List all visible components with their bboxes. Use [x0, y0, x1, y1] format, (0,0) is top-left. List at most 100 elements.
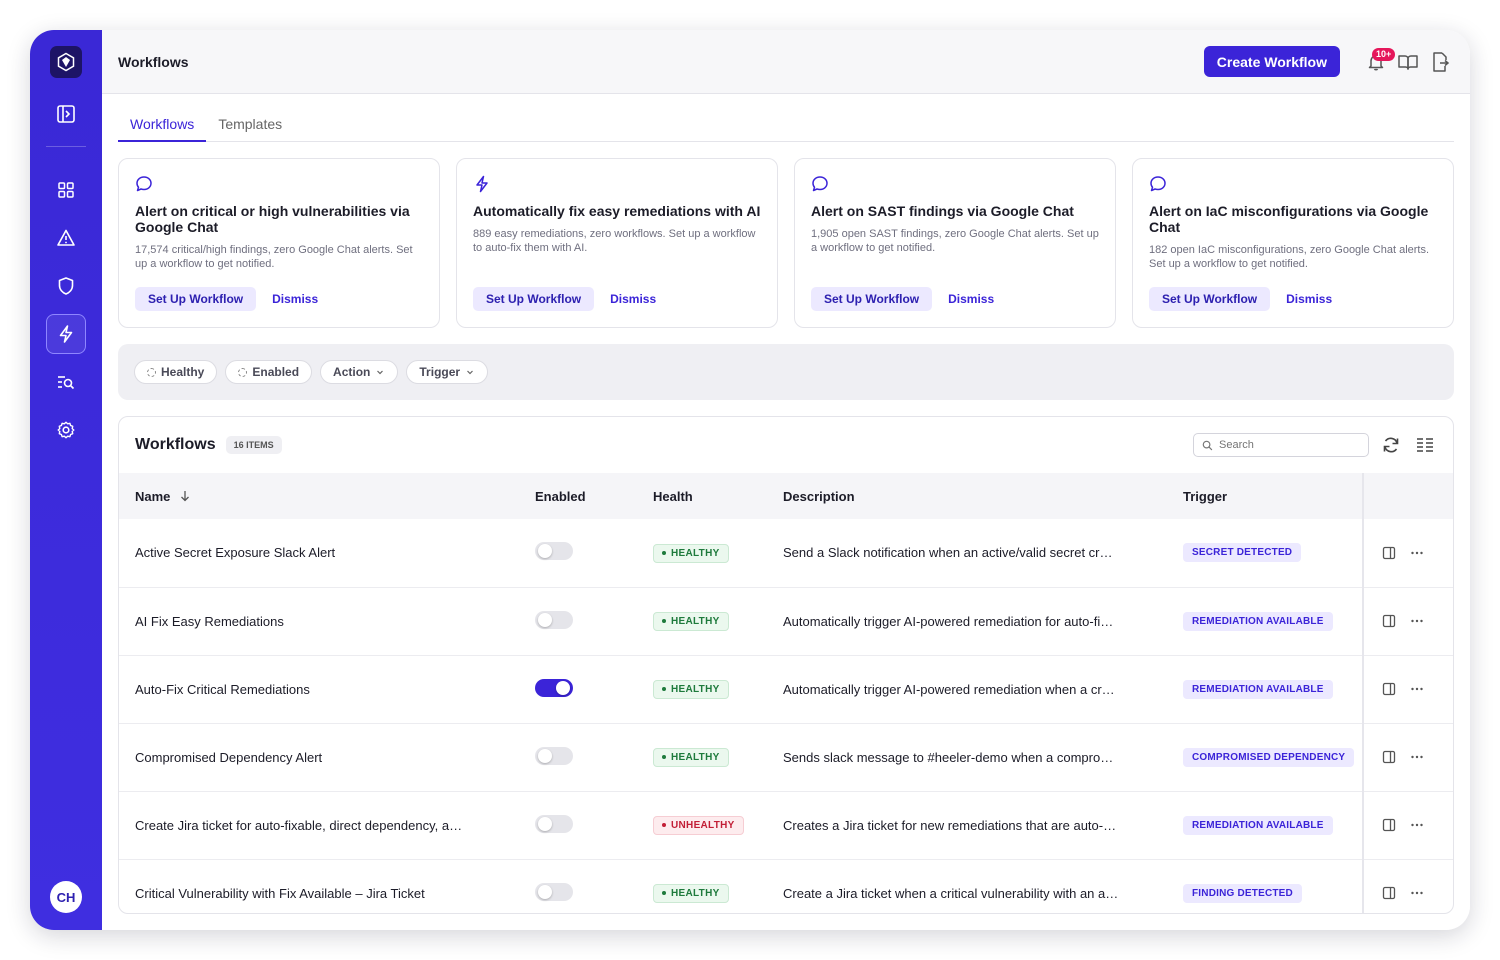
table-row[interactable]: Create Jira ticket for auto-fixable, dir…: [119, 791, 1453, 859]
sidebar-item-security[interactable]: [46, 266, 86, 306]
sidebar: CH: [30, 30, 102, 930]
more-options-icon[interactable]: [1410, 818, 1424, 832]
create-workflow-button[interactable]: Create Workflow: [1203, 46, 1340, 77]
sidebar-item-alerts[interactable]: [46, 218, 86, 258]
table-title: Workflows: [135, 436, 216, 453]
more-options-icon[interactable]: [1410, 682, 1424, 696]
enabled-toggle[interactable]: [535, 814, 573, 833]
filter-trigger[interactable]: Trigger: [406, 360, 489, 384]
gear-icon: [57, 421, 75, 439]
workflow-name[interactable]: Critical Vulnerability with Fix Availabl…: [135, 885, 425, 901]
table-row[interactable]: Active Secret Exposure Slack Alert HEALT…: [119, 519, 1453, 587]
dashboard-icon: [58, 182, 74, 198]
health-cell: HEALTHY: [637, 519, 767, 587]
chat-icon: [811, 175, 1099, 197]
panel-open-icon[interactable]: [1382, 614, 1396, 628]
status-circle-icon: [238, 367, 248, 377]
search-input[interactable]: [1219, 439, 1359, 451]
dismiss-link[interactable]: Dismiss: [1286, 292, 1333, 306]
trigger-cell: REMEDIATION AVAILABLE: [1167, 655, 1363, 723]
more-options-icon[interactable]: [1410, 614, 1424, 628]
card-title: Automatically fix easy remediations with…: [473, 203, 761, 219]
panel-open-icon[interactable]: [1382, 886, 1396, 900]
health-badge: UNHEALTHY: [653, 815, 744, 835]
app-logo[interactable]: [50, 46, 82, 78]
workflow-name[interactable]: Create Jira ticket for auto-fixable, dir…: [135, 817, 463, 833]
workflow-name[interactable]: Auto-Fix Critical Remediations: [135, 681, 310, 697]
suggestion-card: Alert on SAST findings via Google Chat 1…: [794, 158, 1116, 328]
setup-workflow-button[interactable]: Set Up Workflow: [811, 287, 933, 311]
health-label: HEALTHY: [671, 683, 720, 695]
enabled-toggle[interactable]: [535, 678, 573, 697]
enabled-toggle[interactable]: [535, 746, 573, 765]
table-row[interactable]: AI Fix Easy Remediations HEALTHY Automat…: [119, 587, 1453, 655]
docs-button[interactable]: [1394, 48, 1422, 76]
tab-templates[interactable]: Templates: [218, 116, 283, 132]
panel-open-icon[interactable]: [1382, 682, 1396, 696]
enabled-toggle[interactable]: [535, 882, 573, 901]
search-list-icon: [58, 376, 75, 390]
more-options-icon[interactable]: [1410, 750, 1424, 764]
setup-workflow-button[interactable]: Set Up Workflow: [1149, 287, 1271, 311]
notification-count-badge: 10+: [1372, 47, 1396, 61]
suggestion-card: Alert on IaC misconfigurations via Googl…: [1132, 158, 1454, 328]
refresh-button[interactable]: [1379, 433, 1403, 457]
setup-workflow-button[interactable]: Set Up Workflow: [135, 287, 257, 311]
health-label: HEALTHY: [671, 887, 720, 899]
logo-icon: [57, 52, 75, 72]
filter-action[interactable]: Action: [320, 360, 399, 384]
sidebar-item-dashboard[interactable]: [46, 170, 86, 210]
enabled-toggle[interactable]: [535, 610, 573, 629]
filter-bar: Healthy Enabled Action Trigger: [118, 344, 1454, 400]
filter-label: Healthy: [161, 365, 205, 379]
setup-workflow-button[interactable]: Set Up Workflow: [473, 287, 595, 311]
tab-workflows[interactable]: Workflows: [118, 114, 207, 142]
table-row[interactable]: Auto-Fix Critical Remediations HEALTHY A…: [119, 655, 1453, 723]
notifications-button[interactable]: 10+: [1362, 47, 1396, 76]
sort-down-icon: [181, 490, 190, 501]
workflow-name[interactable]: Compromised Dependency Alert: [135, 749, 323, 765]
trigger-badge: COMPROMISED DEPENDENCY: [1183, 747, 1355, 767]
sidebar-item-workflows[interactable]: [46, 314, 86, 354]
status-dot-icon: [662, 551, 666, 555]
table-row[interactable]: Critical Vulnerability with Fix Availabl…: [119, 859, 1453, 913]
table-row[interactable]: Compromised Dependency Alert HEALTHY Sen…: [119, 723, 1453, 791]
dismiss-link[interactable]: Dismiss: [272, 292, 319, 306]
sidebar-item-settings[interactable]: [46, 410, 86, 450]
column-header-enabled[interactable]: Enabled: [535, 488, 586, 504]
column-header-health[interactable]: Health: [653, 488, 693, 504]
columns-button[interactable]: [1413, 433, 1437, 457]
panel-open-icon[interactable]: [1382, 546, 1396, 560]
user-avatar[interactable]: CH: [50, 881, 82, 913]
enabled-toggle[interactable]: [535, 542, 573, 561]
workflow-name[interactable]: Active Secret Exposure Slack Alert: [135, 545, 336, 561]
workflow-description: Automatically trigger AI-powered remedia…: [783, 613, 1114, 629]
status-dot-icon: [662, 891, 666, 896]
more-options-icon[interactable]: [1410, 886, 1424, 900]
panel-open-icon[interactable]: [1382, 818, 1396, 832]
trigger-badge: REMEDIATION AVAILABLE: [1183, 679, 1333, 699]
panel-open-icon[interactable]: [1382, 750, 1396, 764]
column-header-description[interactable]: Description: [783, 488, 855, 504]
workflow-name[interactable]: AI Fix Easy Remediations: [135, 613, 284, 629]
table-header-bar: Workflows 16 ITEMS: [119, 417, 1453, 473]
more-options-icon[interactable]: [1410, 546, 1424, 560]
filter-healthy[interactable]: Healthy: [134, 360, 218, 384]
search-box[interactable]: [1193, 433, 1369, 457]
dismiss-link[interactable]: Dismiss: [610, 292, 657, 306]
filter-enabled[interactable]: Enabled: [225, 360, 313, 384]
health-badge: HEALTHY: [653, 611, 729, 631]
trigger-cell: FINDING DETECTED: [1167, 859, 1363, 913]
trigger-badge: SECRET DETECTED: [1183, 543, 1302, 563]
logout-button[interactable]: [1426, 48, 1454, 76]
dismiss-link[interactable]: Dismiss: [948, 292, 995, 306]
page-title: Workflows: [118, 53, 189, 70]
column-label: Name: [135, 488, 171, 504]
card-title: Alert on SAST findings via Google Chat: [811, 203, 1074, 219]
row-actions-cell: [1362, 791, 1453, 859]
sidebar-item-search[interactable]: [46, 362, 86, 402]
sidebar-toggle-button[interactable]: [46, 94, 86, 134]
column-header-name[interactable]: Name: [119, 473, 519, 519]
filter-label: Trigger: [419, 365, 461, 379]
column-header-trigger[interactable]: Trigger: [1183, 488, 1228, 504]
